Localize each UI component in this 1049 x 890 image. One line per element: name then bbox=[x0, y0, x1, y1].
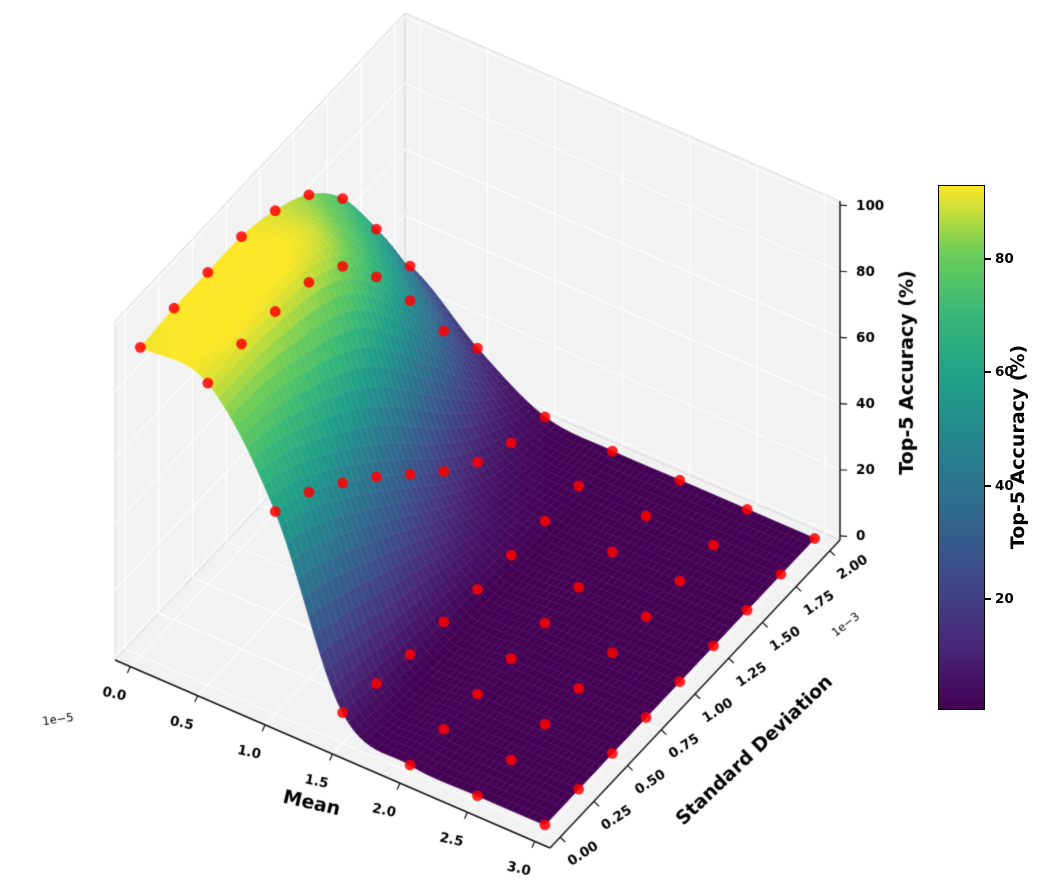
colorbar-tick-label: 80 bbox=[995, 250, 1014, 267]
colorbar-tick-label: 60 bbox=[995, 364, 1014, 381]
colorbar-gradient bbox=[938, 185, 985, 710]
colorbar bbox=[938, 185, 985, 710]
colorbar-tick-mark bbox=[985, 598, 991, 601]
colorbar-tick-label: 40 bbox=[995, 477, 1014, 494]
colorbar-tick-label: 20 bbox=[995, 591, 1014, 608]
colorbar-tick-mark bbox=[985, 484, 991, 487]
colorbar-tick-mark bbox=[985, 257, 991, 260]
colorbar-tick-mark bbox=[985, 371, 991, 374]
